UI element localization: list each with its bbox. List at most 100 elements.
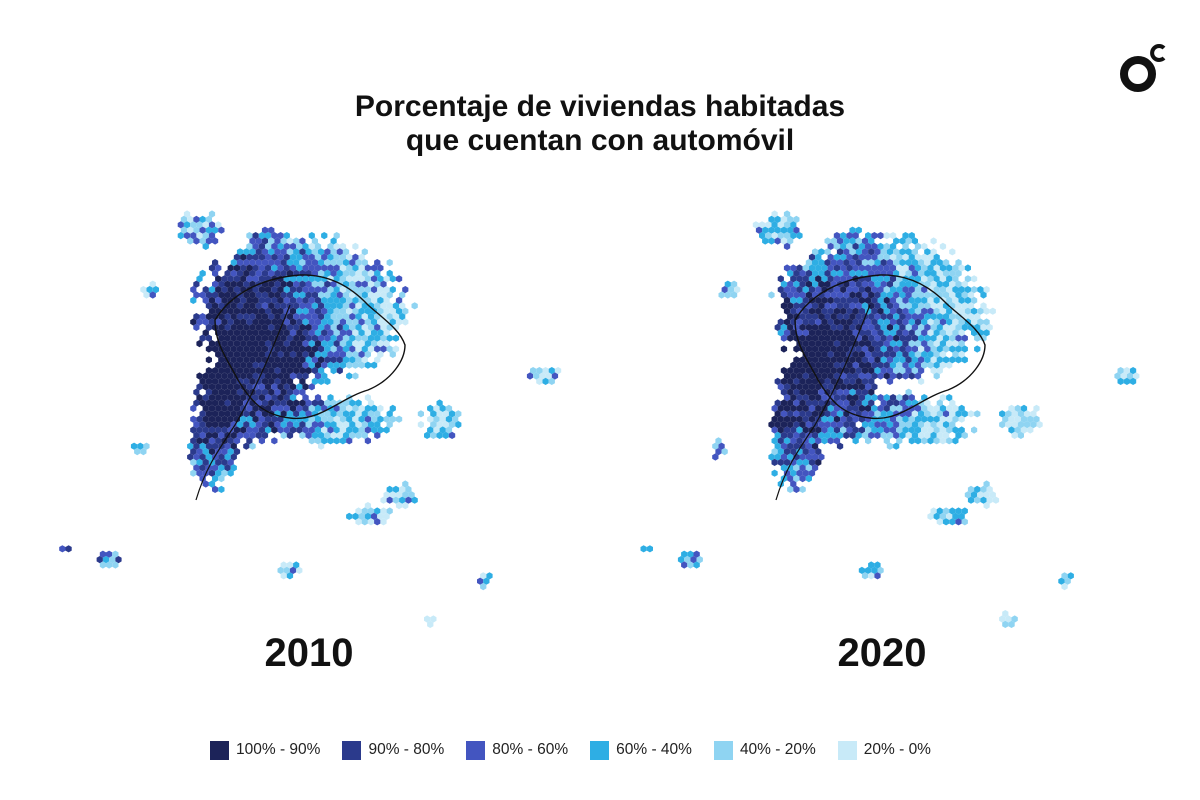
hex-cell xyxy=(236,323,244,331)
hex-cell xyxy=(693,550,700,558)
hex-cell xyxy=(221,329,228,337)
hex-cell xyxy=(265,296,272,304)
hex-cell xyxy=(380,496,387,504)
hex-cell xyxy=(871,340,878,348)
hex-cell xyxy=(193,464,200,472)
hex-cell xyxy=(840,307,847,315)
hex-cell xyxy=(392,345,400,353)
hex-cell xyxy=(771,426,778,434)
hex-cell xyxy=(824,356,831,364)
hex-cell xyxy=(861,323,869,331)
hex-cell xyxy=(433,426,440,434)
hex-cell xyxy=(855,431,862,439)
hex-cell xyxy=(339,350,347,358)
hex-cell xyxy=(433,415,440,423)
hex-cell xyxy=(305,421,312,429)
hex-cell xyxy=(355,399,362,407)
hex-cell xyxy=(205,421,212,429)
hex-cell xyxy=(221,458,228,466)
hex-cell xyxy=(924,421,931,429)
hex-cell xyxy=(896,329,903,337)
hex-cell xyxy=(296,253,303,261)
hex-cell xyxy=(796,264,803,272)
hex-cell xyxy=(218,334,225,342)
hex-cell xyxy=(849,269,856,277)
hex-cell xyxy=(274,377,281,385)
hex-cell xyxy=(986,496,993,504)
hex-cell xyxy=(261,237,269,245)
hex-cell xyxy=(980,496,987,504)
hex-cell xyxy=(914,404,922,412)
hex-cell xyxy=(942,334,950,342)
hex-cell xyxy=(871,383,878,391)
hex-cell xyxy=(355,323,362,331)
hex-cell xyxy=(196,394,203,402)
hex-cell xyxy=(927,264,934,272)
hex-cell xyxy=(818,453,825,461)
hex-cell xyxy=(911,410,918,418)
hex-cell xyxy=(305,313,312,321)
hex-cell xyxy=(314,296,322,304)
hex-cell xyxy=(333,253,340,261)
hex-cell xyxy=(874,356,881,364)
hex-cell xyxy=(899,259,906,267)
hex-cell xyxy=(783,264,791,272)
hex-cell xyxy=(896,296,903,304)
hex-cell xyxy=(193,215,200,223)
hex-cell xyxy=(924,334,931,342)
hex-cell xyxy=(371,415,378,423)
hex-cell xyxy=(265,329,272,337)
hex-cell xyxy=(796,232,803,240)
hex-cell xyxy=(787,475,794,483)
hex-cell xyxy=(893,442,900,450)
hex-cell xyxy=(448,410,456,418)
hex-cell xyxy=(780,280,788,288)
hex-cell xyxy=(893,367,900,375)
hex-cell xyxy=(208,372,216,380)
hex-cell xyxy=(914,318,922,326)
hex-cell xyxy=(1020,415,1028,423)
hex-cell xyxy=(305,345,312,353)
hex-cell xyxy=(233,383,241,391)
hex-cell xyxy=(799,485,806,493)
hex-cell xyxy=(371,275,378,283)
hex-cell xyxy=(883,318,890,326)
hex-cell xyxy=(208,296,216,304)
hex-cell xyxy=(321,372,328,380)
hex-cell xyxy=(877,566,884,574)
hex-cell xyxy=(939,426,947,434)
hex-cell xyxy=(905,259,912,267)
hex-cell xyxy=(721,448,728,456)
hex-cell xyxy=(352,275,359,283)
hex-cell xyxy=(327,253,334,261)
hex-cell xyxy=(846,372,853,380)
hex-cell xyxy=(215,469,222,477)
hex-cell xyxy=(327,286,334,294)
hex-cell xyxy=(224,377,231,385)
hex-cell xyxy=(374,356,381,364)
hex-cell xyxy=(233,394,241,402)
hex-cell xyxy=(946,340,953,348)
hex-cell xyxy=(349,356,356,364)
hex-cell xyxy=(324,269,331,277)
hex-cell xyxy=(411,496,418,504)
hex-cell xyxy=(914,253,922,261)
hex-cell xyxy=(293,248,300,256)
hex-cell xyxy=(768,291,775,299)
hex-cell xyxy=(199,215,206,223)
hex-cell xyxy=(314,350,322,358)
hex-cell xyxy=(949,291,956,299)
hex-cell xyxy=(252,340,259,348)
hex-cell xyxy=(218,313,225,321)
hex-cell xyxy=(886,334,894,342)
hex-cell xyxy=(218,464,225,472)
hex-cell xyxy=(314,318,322,326)
hex-cell xyxy=(677,556,685,564)
hex-cell xyxy=(324,259,331,267)
hex-cell xyxy=(1005,421,1012,429)
hex-cell xyxy=(787,226,794,234)
hex-cell xyxy=(371,318,378,326)
hex-cell xyxy=(974,496,981,504)
hex-cell xyxy=(327,361,334,369)
hex-cell xyxy=(805,323,812,331)
